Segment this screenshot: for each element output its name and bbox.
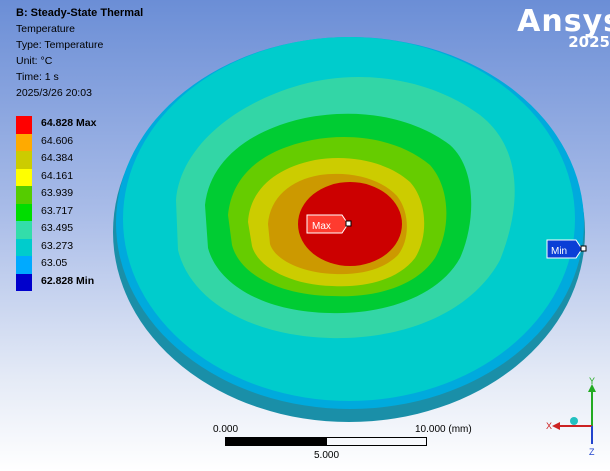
scale-bar-graphic <box>225 437 427 446</box>
triad-x-arrow <box>552 422 560 430</box>
min-probe-label: Min <box>551 246 567 257</box>
result-time: Time: 1 s <box>16 71 59 83</box>
legend-swatch <box>16 133 32 151</box>
min-probe-point <box>580 245 587 252</box>
legend-swatch <box>16 273 32 291</box>
triad-z-label: Z <box>589 447 595 457</box>
legend-swatch <box>16 116 32 134</box>
legend-swatch <box>16 186 32 204</box>
logo-year: 2025 <box>568 33 610 51</box>
triad-y-arrow <box>588 384 596 392</box>
legend-label: 64.606 <box>41 134 74 147</box>
triad-x-label: X <box>546 421 552 431</box>
analysis-title: B: Steady-State Thermal <box>16 7 144 19</box>
legend-label: 63.495 <box>41 222 74 234</box>
legend-label: 64.384 <box>41 152 74 164</box>
min-probe[interactable]: Min <box>546 239 587 259</box>
legend-label: 63.939 <box>41 187 74 199</box>
legend-label: 63.717 <box>41 204 74 217</box>
scale-left-label: 0.000 <box>213 424 239 435</box>
max-probe-point <box>345 220 352 227</box>
scale-right-label: 10.000 (mm) <box>415 424 472 435</box>
legend-swatch <box>16 151 32 169</box>
logo-brand: Ansys <box>517 4 610 39</box>
legend-label: 64.828 Max <box>41 117 97 129</box>
max-probe-label: Max <box>312 221 331 232</box>
legend-swatch <box>16 221 32 239</box>
result-type: Type: Temperature <box>16 39 104 51</box>
max-probe[interactable]: Max <box>306 214 352 234</box>
legend-label: 64.161 <box>41 169 74 182</box>
legend-swatch <box>16 238 32 256</box>
legend-label: 63.273 <box>41 239 74 252</box>
legend-swatch <box>16 203 32 221</box>
coordinate-triad[interactable]: Y X Z <box>546 376 596 457</box>
max-probe-tag <box>306 214 349 234</box>
legend-label: 62.828 Min <box>41 274 95 287</box>
result-info: B: Steady-State Thermal Temperature Type… <box>16 5 143 101</box>
triad-origin-ball <box>570 417 578 425</box>
result-date: 2025/3/26 20:03 <box>16 87 92 99</box>
legend-swatch <box>16 168 32 186</box>
triad-y-label: Y <box>589 376 595 386</box>
result-name: Temperature <box>16 23 75 35</box>
result-unit: Unit: °C <box>16 55 53 67</box>
legend-label: 63.05 <box>41 257 68 269</box>
scale-mid-label: 5.000 <box>314 450 340 461</box>
legend-swatch <box>16 256 32 274</box>
min-probe-tag <box>546 239 583 259</box>
ansys-logo: Ansys 2025 <box>517 4 610 51</box>
